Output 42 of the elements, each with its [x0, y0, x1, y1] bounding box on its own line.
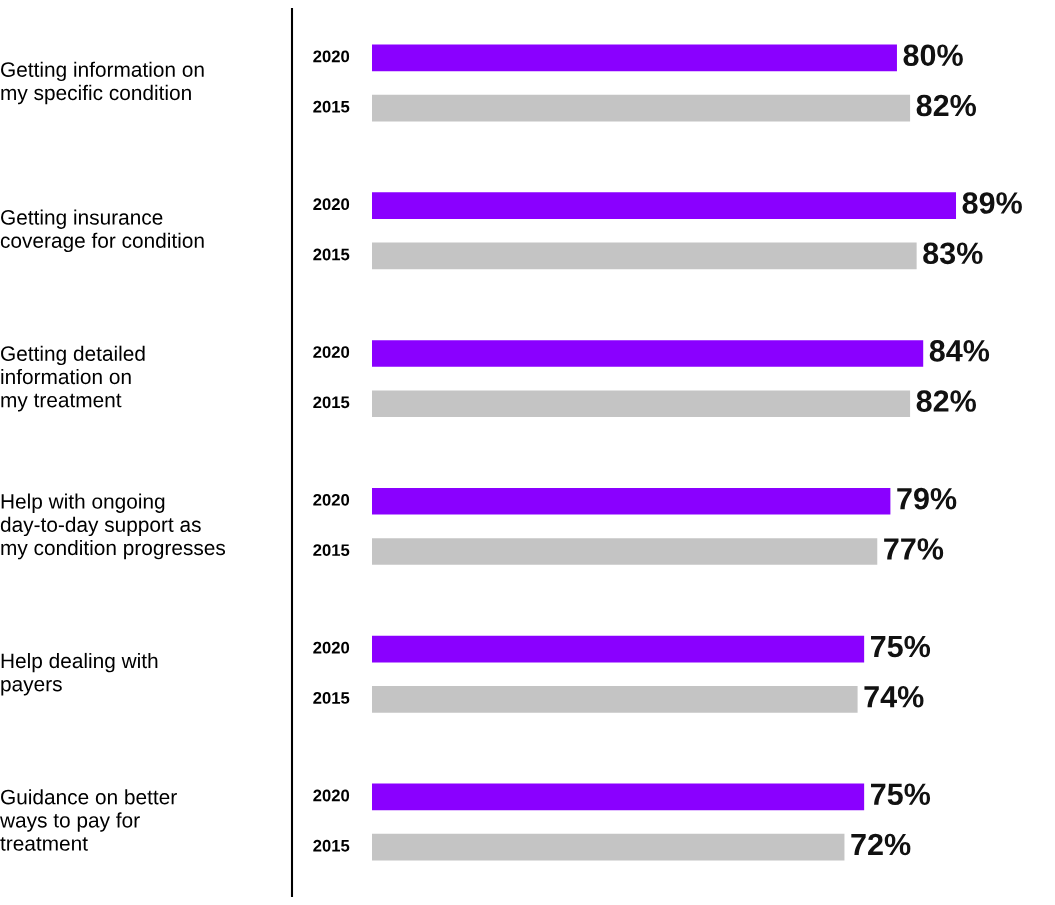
bar	[372, 242, 917, 270]
bar	[372, 487, 891, 515]
text: 2020	[313, 493, 350, 506]
data-label: 77%	[884, 538, 944, 560]
y-tick-label: Getting detailed information on my treatment	[1, 345, 145, 412]
bar	[372, 192, 957, 219]
data-label: 82%	[916, 390, 976, 412]
text: 2015	[313, 692, 350, 704]
data-label: 83%	[923, 242, 983, 265]
data-label: 75%	[871, 635, 931, 658]
data-label: 89%	[962, 192, 1022, 214]
data-label: 79%	[897, 487, 957, 510]
y-tick-label: Help dealing with payers	[1, 652, 158, 696]
bar	[372, 44, 897, 72]
text: 2015	[313, 544, 350, 557]
series-label: 2015	[313, 100, 350, 113]
bar	[372, 94, 911, 122]
y-tick-label: Guidance on better ways to pay for treatment	[0, 789, 177, 851]
data-label: 72%	[851, 833, 911, 856]
bar	[372, 635, 865, 663]
text: 2015	[313, 839, 350, 852]
text: 2020	[313, 641, 350, 654]
series-label: 2020	[313, 50, 350, 63]
y-tick-label: Help with ongoing day-to-day support as my condition progresses	[0, 493, 226, 560]
text: 2020	[313, 789, 350, 802]
data-label: 74%	[864, 686, 924, 708]
bar	[372, 833, 845, 861]
bar	[372, 686, 858, 713]
text: 2020	[313, 198, 350, 211]
y-tick-label: Getting insurance coverage for condition	[0, 209, 204, 253]
y-tick-label: Getting information on my specific condition	[1, 61, 204, 105]
bar	[372, 783, 865, 811]
data-label: 84%	[929, 340, 990, 362]
text: 2020	[313, 346, 350, 358]
text: 2015	[313, 396, 350, 409]
bar	[372, 390, 911, 418]
bar	[372, 538, 878, 565]
data-label: 82%	[916, 94, 976, 117]
text: 2015	[313, 248, 350, 261]
data-label: 80%	[903, 44, 963, 67]
bar	[372, 340, 924, 367]
data-label: 75%	[871, 783, 931, 806]
